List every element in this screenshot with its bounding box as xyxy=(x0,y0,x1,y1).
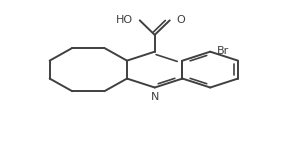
Text: HO: HO xyxy=(116,15,134,24)
Text: O: O xyxy=(176,15,185,24)
Text: N: N xyxy=(150,92,159,102)
Text: Br: Br xyxy=(217,46,229,56)
